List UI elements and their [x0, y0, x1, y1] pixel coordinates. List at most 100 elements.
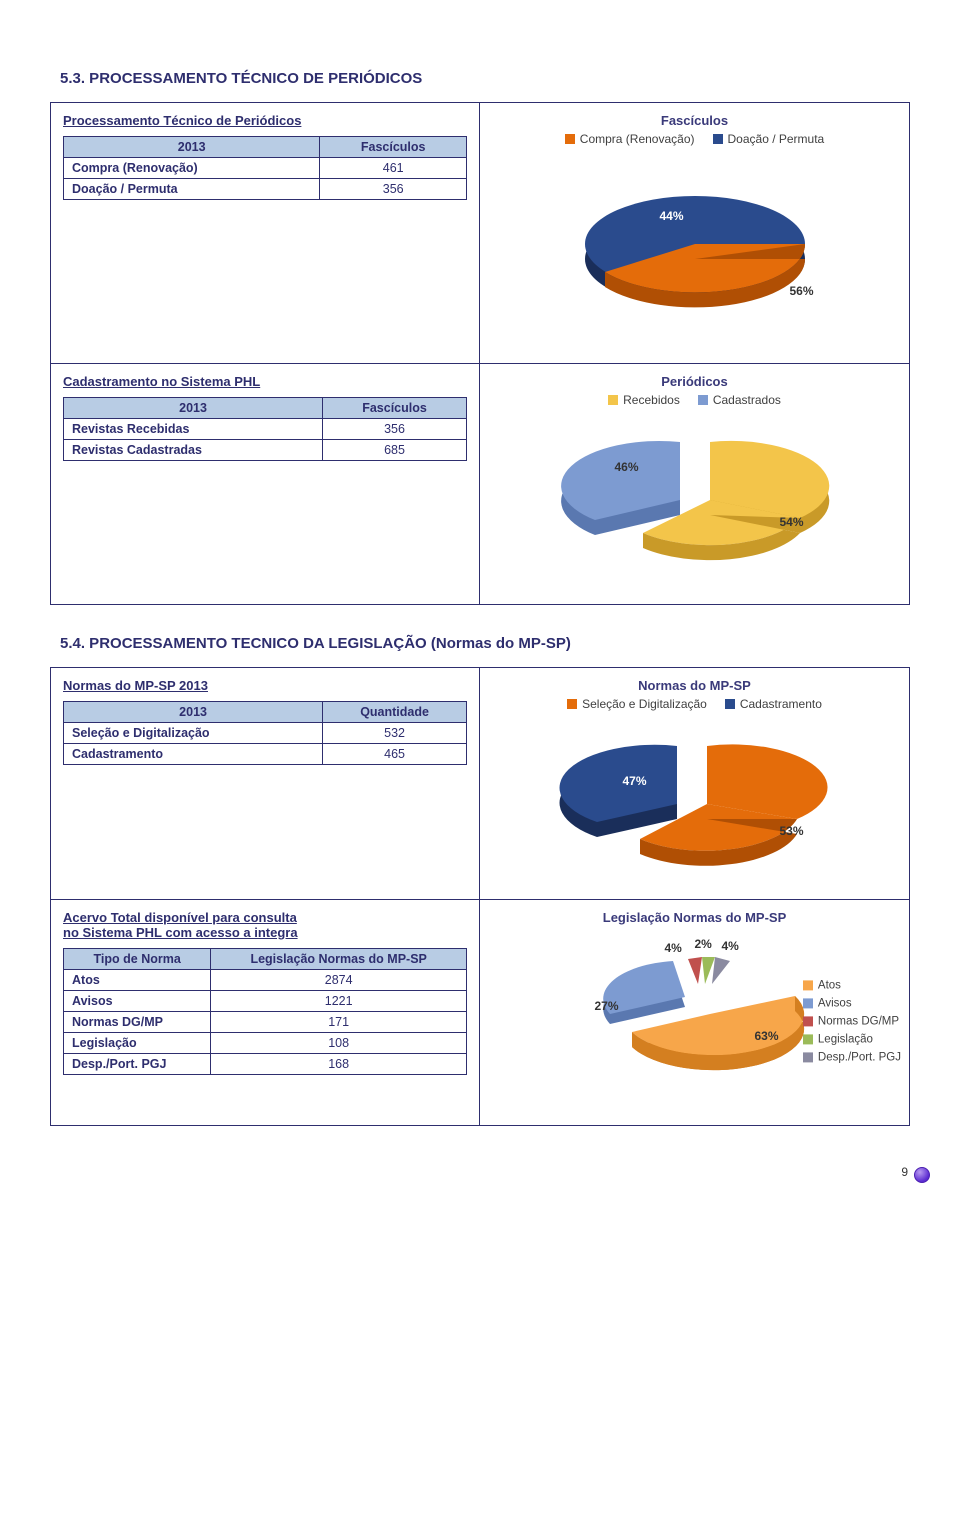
chart-legend: Seleção e Digitalização Cadastramento — [492, 697, 897, 711]
legend-swatch — [567, 699, 577, 709]
legend-item: Recebidos — [608, 393, 680, 407]
table-cell: 356 — [320, 179, 467, 200]
pie-slice-label: 56% — [790, 284, 814, 298]
table-header: 2013 — [64, 398, 323, 419]
table-cell: 532 — [323, 723, 467, 744]
table-cell: Normas DG/MP — [64, 1012, 211, 1033]
chart-title: Periódicos — [492, 374, 897, 389]
legend-item: Compra (Renovação) — [565, 132, 695, 146]
block-title: Processamento Técnico de Periódicos — [63, 113, 467, 128]
legend-label: Cadastramento — [740, 697, 822, 711]
block-processamento-periodicos: Processamento Técnico de Periódicos 2013… — [51, 103, 480, 363]
block-title-line2: no Sistema PHL com acesso a integra — [63, 925, 467, 940]
table-header: Legislação Normas do MP-SP — [211, 949, 467, 970]
table-cell: 685 — [323, 440, 467, 461]
pie-slice-label: 4% — [665, 941, 682, 955]
block-title-line1: Acervo Total disponível para consulta — [63, 910, 467, 925]
legend-label: Doação / Permuta — [728, 132, 825, 146]
legend-item: Cadastrados — [698, 393, 781, 407]
chart-legend-side: Atos Avisos Normas DG/MP Legislação Desp… — [803, 979, 901, 1063]
page-number: 9 — [901, 1165, 908, 1179]
legend-label: Recebidos — [623, 393, 680, 407]
legend-label: Compra (Renovação) — [580, 132, 695, 146]
table-fasciculos-compra: 2013 Fascículos Compra (Renovação) 461 D… — [63, 136, 467, 200]
table-cell: Revistas Recebidas — [64, 419, 323, 440]
table-revistas: 2013 Fascículos Revistas Recebidas 356 R… — [63, 397, 467, 461]
table-cell: Doação / Permuta — [64, 179, 320, 200]
table-cell: Cadastramento — [64, 744, 323, 765]
pie-slice-label: 46% — [615, 460, 639, 474]
block-title: Cadastramento no Sistema PHL — [63, 374, 467, 389]
table-cell: Seleção e Digitalização — [64, 723, 323, 744]
table-header: Fascículos — [320, 137, 467, 158]
chart-fasciculos: Fascículos Compra (Renovação) Doação / P… — [480, 103, 909, 363]
legend-swatch — [725, 699, 735, 709]
table-normas-2013: 2013 Quantidade Seleção e Digitalização … — [63, 701, 467, 765]
table-cell: Revistas Cadastradas — [64, 440, 323, 461]
chart-normas-mpsp: Normas do MP-SP Seleção e Digitalização … — [480, 668, 909, 899]
pie-chart: 63% 27% 4% 2% 4% — [570, 929, 820, 1099]
table-row: Seleção e Digitalização 532 — [64, 723, 467, 744]
legend-label: Cadastrados — [713, 393, 781, 407]
table-row: Avisos1221 — [64, 991, 467, 1012]
legend-swatch — [565, 134, 575, 144]
legend-swatch — [803, 1034, 813, 1044]
table-cell: Desp./Port. PGJ — [64, 1054, 211, 1075]
table-row: Revistas Recebidas 356 — [64, 419, 467, 440]
table-cell: 1221 — [211, 991, 467, 1012]
chart-legend: Recebidos Cadastrados — [492, 393, 897, 407]
table-row: Desp./Port. PGJ168 — [64, 1054, 467, 1075]
pie-slice-label: 2% — [695, 937, 712, 951]
legend-item: Seleção e Digitalização — [567, 697, 707, 711]
table-cell: Avisos — [64, 991, 211, 1012]
legend-swatch — [803, 998, 813, 1008]
pie-slice-label: 63% — [755, 1029, 779, 1043]
chart-title: Fascículos — [492, 113, 897, 128]
table-row: Revistas Cadastradas 685 — [64, 440, 467, 461]
legend-swatch — [608, 395, 618, 405]
legend-label: Normas DG/MP — [818, 1015, 899, 1027]
table-cell: 356 — [323, 419, 467, 440]
block-cadastramento-phl: Cadastramento no Sistema PHL 2013 Fascíc… — [51, 364, 480, 604]
legend-item: Atos — [803, 979, 901, 991]
legend-item: Doação / Permuta — [713, 132, 825, 146]
table-cell: Compra (Renovação) — [64, 158, 320, 179]
legend-swatch — [803, 980, 813, 990]
legend-item: Avisos — [803, 997, 901, 1009]
pie-chart: 46% 54% — [545, 415, 845, 585]
table-cell: Atos — [64, 970, 211, 991]
legend-label: Seleção e Digitalização — [582, 697, 707, 711]
legend-swatch — [713, 134, 723, 144]
table-row: Doação / Permuta 356 — [64, 179, 467, 200]
page-orb-icon — [914, 1167, 930, 1183]
panel-5-3: Processamento Técnico de Periódicos 2013… — [50, 102, 910, 605]
legend-label: Atos — [818, 979, 841, 991]
pie-chart: 47% 53% — [545, 719, 845, 889]
legend-item: Legislação — [803, 1033, 901, 1045]
table-row: Compra (Renovação) 461 — [64, 158, 467, 179]
chart-title: Legislação Normas do MP-SP — [492, 910, 897, 925]
block-acervo-total: Acervo Total disponível para consulta no… — [51, 900, 480, 1125]
table-header: 2013 — [64, 137, 320, 158]
block-title: Normas do MP-SP 2013 — [63, 678, 467, 693]
pie-chart: 44% 56% — [545, 154, 845, 324]
table-legislacao: Tipo de Norma Legislação Normas do MP-SP… — [63, 948, 467, 1075]
table-header: Quantidade — [323, 702, 467, 723]
legend-swatch — [803, 1052, 813, 1062]
panel-5-4: Normas do MP-SP 2013 2013 Quantidade Sel… — [50, 667, 910, 1126]
pie-slice-label: 44% — [660, 209, 684, 223]
table-header: Tipo de Norma — [64, 949, 211, 970]
block-normas-2013: Normas do MP-SP 2013 2013 Quantidade Sel… — [51, 668, 480, 899]
section-5-3-heading: 5.3. PROCESSAMENTO TÉCNICO DE PERIÓDICOS — [60, 70, 910, 87]
legend-item: Cadastramento — [725, 697, 822, 711]
legend-item: Desp./Port. PGJ — [803, 1051, 901, 1063]
legend-swatch — [698, 395, 708, 405]
table-cell: 171 — [211, 1012, 467, 1033]
table-header: Fascículos — [323, 398, 467, 419]
chart-periodicos: Periódicos Recebidos Cadastrados — [480, 364, 909, 604]
legend-swatch — [803, 1016, 813, 1026]
legend-item: Normas DG/MP — [803, 1015, 901, 1027]
legend-label: Legislação — [818, 1033, 873, 1045]
table-cell: 2874 — [211, 970, 467, 991]
table-row: Legislação108 — [64, 1033, 467, 1054]
